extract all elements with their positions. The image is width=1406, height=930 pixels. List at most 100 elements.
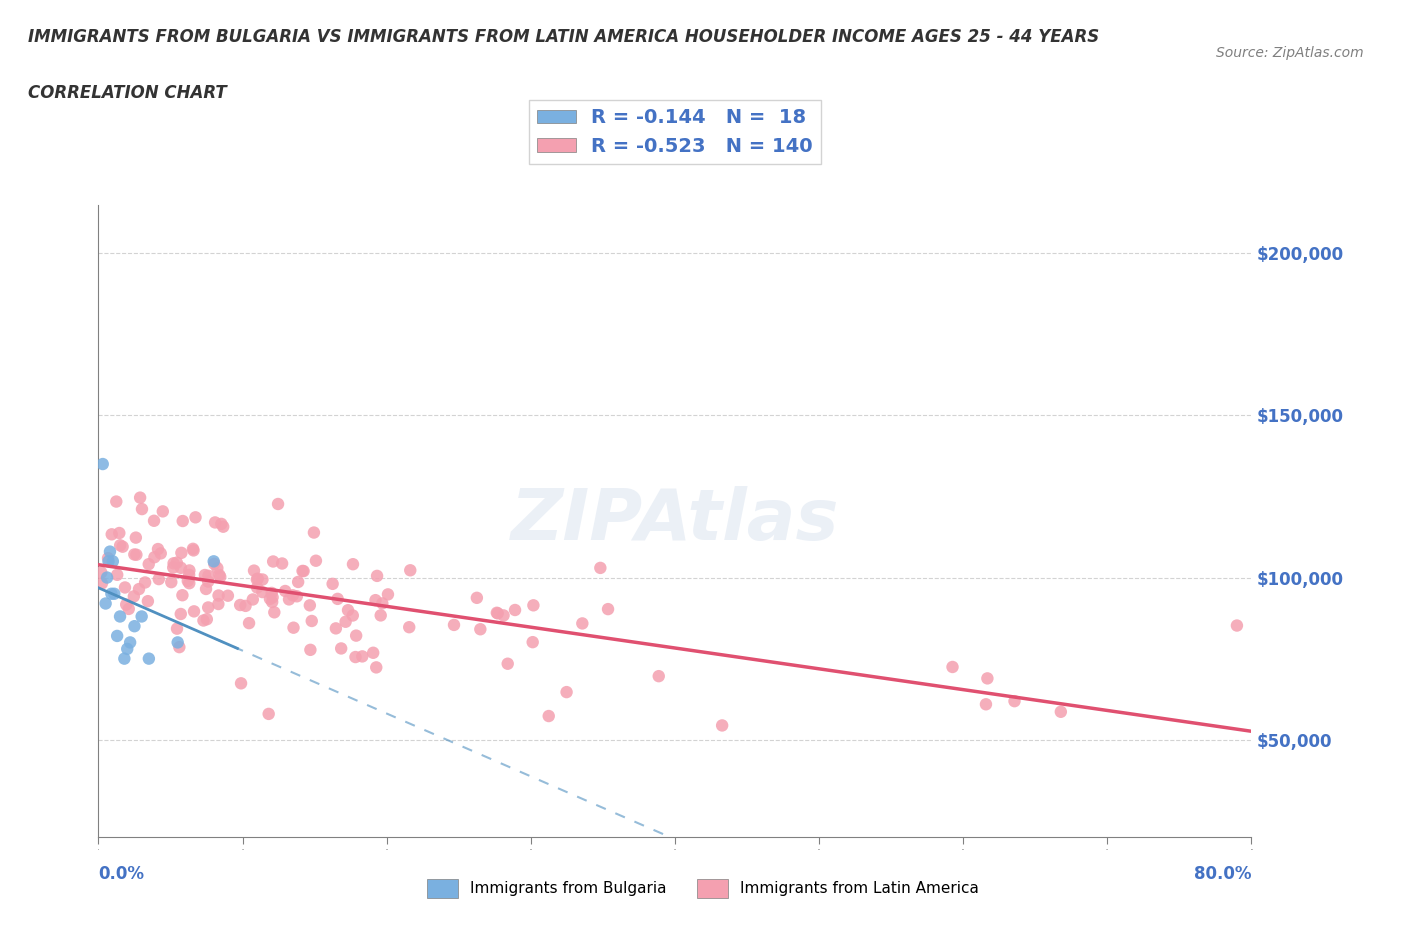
- Point: [278, 592, 301, 607]
- Point: [195, 612, 218, 627]
- Point: [325, 621, 347, 636]
- Point: [377, 587, 399, 602]
- Point: [108, 609, 131, 624]
- Point: [485, 605, 508, 620]
- Point: [242, 592, 264, 607]
- Point: [259, 591, 281, 606]
- Point: [342, 557, 364, 572]
- Point: [974, 697, 997, 711]
- Point: [344, 650, 367, 665]
- Point: [537, 709, 560, 724]
- Point: [143, 513, 166, 528]
- Point: [370, 608, 392, 623]
- Point: [287, 575, 309, 590]
- Point: [299, 643, 322, 658]
- Point: [555, 684, 578, 699]
- Point: [105, 629, 128, 644]
- Point: [94, 596, 117, 611]
- Point: [160, 575, 183, 590]
- Point: [596, 602, 619, 617]
- Point: [207, 561, 229, 576]
- Point: [96, 570, 118, 585]
- Point: [91, 576, 114, 591]
- Point: [330, 641, 353, 656]
- Point: [1226, 618, 1249, 633]
- Point: [229, 676, 252, 691]
- Point: [941, 659, 963, 674]
- Text: CORRELATION CHART: CORRELATION CHART: [28, 84, 226, 101]
- Point: [217, 589, 239, 604]
- Point: [366, 568, 388, 583]
- Point: [105, 494, 128, 509]
- Point: [262, 554, 284, 569]
- Point: [195, 581, 218, 596]
- Point: [97, 551, 120, 565]
- Point: [229, 598, 252, 613]
- Point: [172, 588, 194, 603]
- Point: [465, 591, 488, 605]
- Point: [571, 616, 593, 631]
- Point: [243, 564, 266, 578]
- Point: [101, 554, 124, 569]
- Point: [202, 556, 225, 571]
- Point: [131, 501, 153, 516]
- Point: [207, 588, 229, 603]
- Point: [648, 669, 671, 684]
- Point: [108, 525, 131, 540]
- Point: [114, 580, 136, 595]
- Point: [262, 590, 284, 604]
- Point: [208, 567, 231, 582]
- Point: [197, 574, 219, 589]
- Text: Source: ZipAtlas.com: Source: ZipAtlas.com: [1216, 46, 1364, 60]
- Point: [364, 592, 387, 607]
- Point: [262, 594, 284, 609]
- Point: [194, 567, 217, 582]
- Text: 0.0%: 0.0%: [98, 865, 145, 884]
- Point: [1050, 704, 1073, 719]
- Point: [281, 588, 304, 603]
- Point: [283, 620, 305, 635]
- Point: [170, 561, 193, 576]
- Point: [470, 622, 492, 637]
- Point: [589, 561, 612, 576]
- Point: [134, 575, 156, 590]
- Point: [271, 556, 294, 571]
- Point: [170, 545, 193, 560]
- Point: [352, 649, 374, 664]
- Point: [118, 602, 141, 617]
- Point: [322, 577, 344, 591]
- Point: [112, 651, 135, 666]
- Point: [193, 613, 215, 628]
- Point: [184, 510, 207, 525]
- Point: [302, 525, 325, 540]
- Point: [120, 635, 142, 650]
- Point: [115, 597, 138, 612]
- Point: [105, 567, 128, 582]
- Point: [183, 543, 205, 558]
- Point: [179, 567, 201, 582]
- Point: [496, 657, 519, 671]
- Point: [90, 565, 112, 580]
- Point: [207, 596, 229, 611]
- Point: [371, 596, 394, 611]
- Point: [274, 583, 297, 598]
- Point: [97, 554, 120, 569]
- Point: [98, 544, 121, 559]
- Point: [285, 589, 308, 604]
- Point: [125, 547, 148, 562]
- Point: [166, 621, 188, 636]
- Point: [162, 560, 184, 575]
- Point: [91, 457, 114, 472]
- Point: [291, 564, 314, 578]
- Point: [122, 589, 145, 604]
- Point: [100, 586, 122, 601]
- Point: [179, 563, 201, 578]
- Point: [361, 645, 384, 660]
- Point: [103, 586, 125, 601]
- Point: [399, 563, 422, 578]
- Point: [246, 580, 269, 595]
- Point: [366, 660, 388, 675]
- Point: [246, 571, 269, 586]
- Point: [169, 640, 191, 655]
- Point: [398, 619, 420, 634]
